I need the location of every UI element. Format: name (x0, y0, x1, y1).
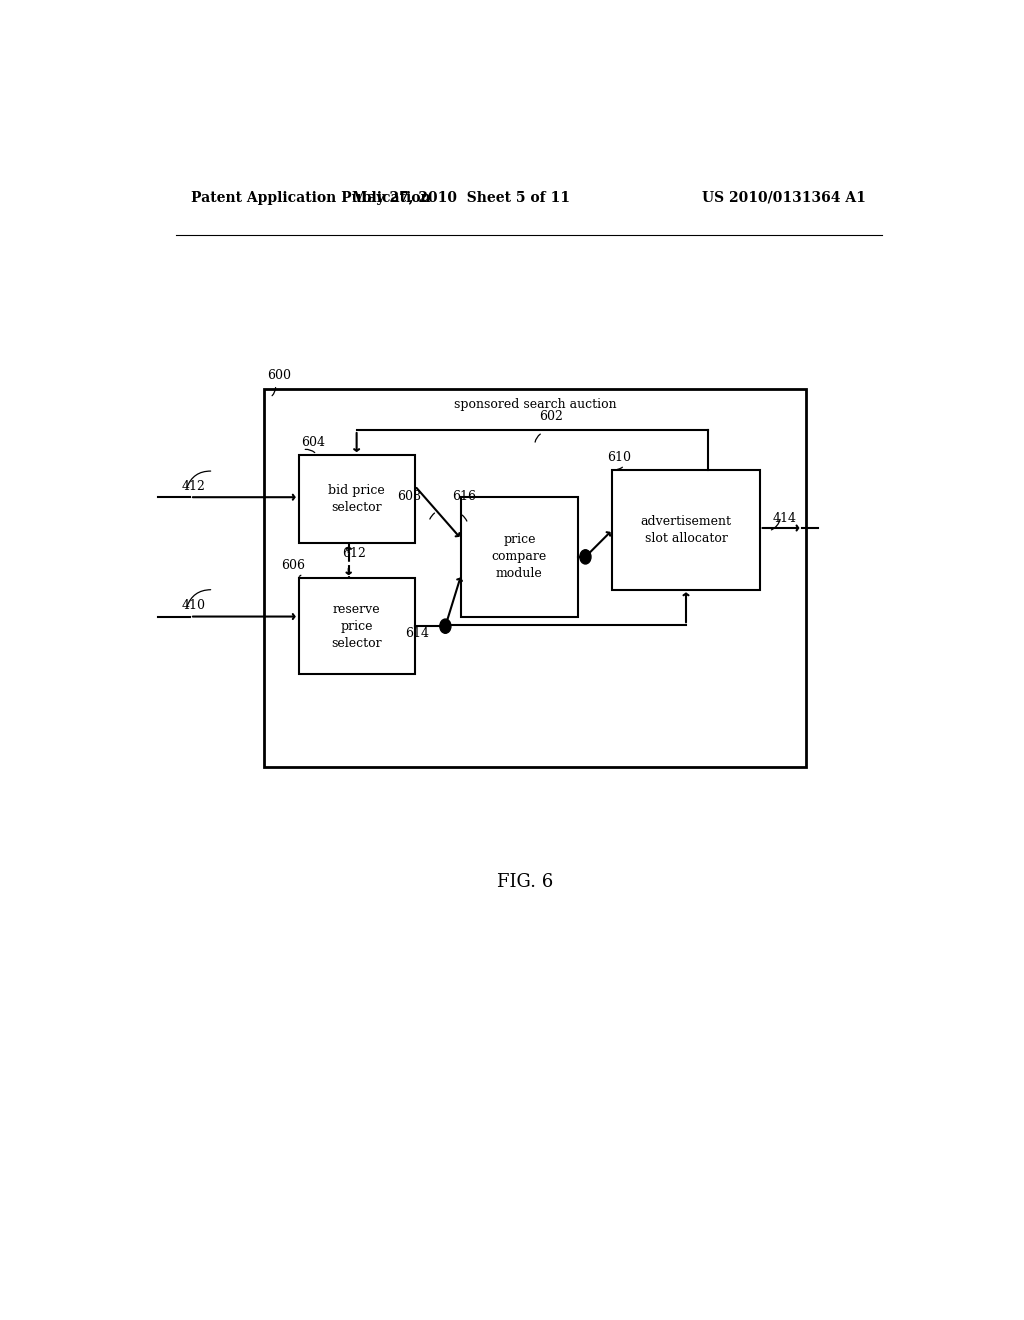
Text: 614: 614 (406, 627, 429, 640)
Text: 410: 410 (181, 598, 206, 611)
Text: 610: 610 (607, 451, 631, 465)
Text: price
compare
module: price compare module (492, 533, 547, 581)
Text: 414: 414 (773, 512, 797, 525)
Text: reserve
price
selector: reserve price selector (332, 603, 382, 649)
Text: 608: 608 (397, 490, 421, 503)
Text: 612: 612 (342, 546, 366, 560)
Text: sponsored search auction: sponsored search auction (454, 397, 616, 411)
Text: 606: 606 (281, 558, 305, 572)
Text: 600: 600 (267, 368, 292, 381)
Bar (612, 470, 760, 590)
Bar (299, 578, 415, 675)
Circle shape (580, 549, 591, 564)
Text: 412: 412 (181, 480, 206, 492)
Text: 602: 602 (539, 409, 562, 422)
Text: US 2010/0131364 A1: US 2010/0131364 A1 (702, 191, 866, 205)
Text: 616: 616 (452, 490, 476, 503)
Text: 604: 604 (301, 437, 325, 449)
Text: Patent Application Publication: Patent Application Publication (191, 191, 431, 205)
Bar (299, 455, 415, 544)
Bar (263, 389, 806, 767)
Text: May 27, 2010  Sheet 5 of 11: May 27, 2010 Sheet 5 of 11 (352, 191, 570, 205)
Text: bid price
selector: bid price selector (329, 484, 385, 513)
Text: FIG. 6: FIG. 6 (497, 874, 553, 891)
Circle shape (440, 619, 451, 634)
Bar (461, 498, 578, 616)
Text: advertisement
slot allocator: advertisement slot allocator (640, 515, 731, 545)
